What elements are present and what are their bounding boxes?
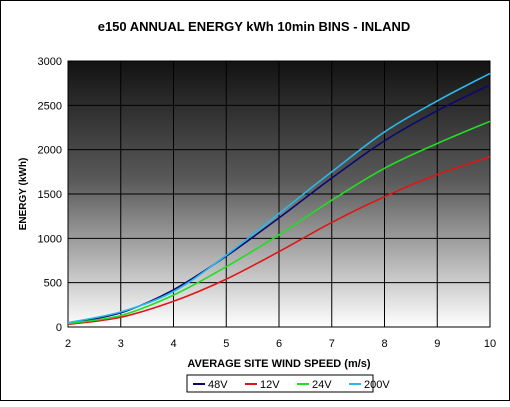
series-line-200v [67, 72, 491, 324]
legend-label: 200V [364, 379, 390, 391]
x-axis-label: AVERAGE SITE WIND SPEED (m/s) [187, 358, 370, 370]
legend: 48V 12V 24V 200V [193, 379, 390, 391]
y-axis-label: ENERGY (kWh) [18, 158, 29, 231]
x-tick-label: 9 [434, 338, 440, 350]
series-line-24v [67, 120, 491, 325]
y-tick-label: 0 [56, 322, 62, 334]
series-lines [67, 72, 491, 326]
x-tick-label: 10 [484, 338, 496, 350]
y-tick-label: 1500 [38, 189, 62, 201]
y-tick-label: 3000 [38, 56, 62, 68]
y-tick-label: 1000 [38, 233, 62, 245]
x-tick-label: 3 [118, 338, 124, 350]
y-tick-label: 500 [44, 278, 62, 290]
y-tick-labels: 0 500 1000 1500 2000 2500 3000 [38, 56, 62, 334]
grid-lines [67, 60, 491, 328]
x-tick-label: 2 [65, 338, 71, 350]
y-tick-label: 2500 [38, 100, 62, 112]
x-tick-labels: 2 3 4 5 6 7 8 9 10 [65, 338, 496, 350]
chart-title: e150 ANNUAL ENERGY kWh 10min BINS - INLA… [98, 19, 411, 34]
x-tick-label: 5 [223, 338, 229, 350]
legend-label: 48V [208, 379, 228, 391]
y-tick-label: 2000 [38, 145, 62, 157]
plot-border [67, 60, 491, 328]
legend-label: 12V [260, 379, 280, 391]
legend-box [186, 374, 374, 393]
x-tick-label: 7 [329, 338, 335, 350]
series-line-12v [67, 156, 491, 326]
x-tick-label: 6 [276, 338, 282, 350]
x-tick-label: 8 [381, 338, 387, 350]
legend-label: 24V [312, 379, 332, 391]
x-tick-label: 4 [170, 338, 176, 350]
